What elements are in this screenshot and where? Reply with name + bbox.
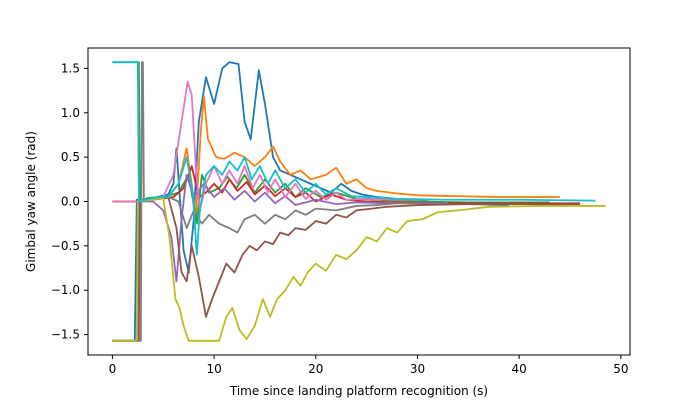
series-line-2 bbox=[112, 95, 560, 221]
y-tick-label: 1.0 bbox=[61, 106, 80, 120]
series-line-6 bbox=[112, 196, 581, 342]
x-tick-label: 40 bbox=[512, 362, 527, 376]
series-line-7 bbox=[112, 80, 428, 212]
x-tick-label: 10 bbox=[206, 362, 221, 376]
y-axis-label: Gimbal yaw angle (rad) bbox=[24, 131, 38, 272]
y-axis-ticks: −1.5 −1.0 −0.5 0.0 0.5 1.0 1.5 bbox=[51, 61, 88, 342]
y-tick-label: −0.5 bbox=[51, 239, 80, 253]
series-line-1 bbox=[112, 61, 510, 342]
series-layer bbox=[112, 61, 606, 342]
x-tick-label: 50 bbox=[613, 362, 628, 376]
x-tick-label: 0 bbox=[109, 362, 117, 376]
y-tick-label: 0.5 bbox=[61, 150, 80, 164]
x-tick-label: 30 bbox=[410, 362, 425, 376]
series-line-9 bbox=[112, 197, 606, 342]
x-tick-label: 20 bbox=[308, 362, 323, 376]
x-axis-label: Time since landing platform recognition … bbox=[229, 384, 488, 398]
series-line-10 bbox=[112, 61, 596, 256]
series-line-5 bbox=[112, 173, 448, 342]
y-tick-label: −1.0 bbox=[51, 283, 80, 297]
y-tick-label: 1.5 bbox=[61, 61, 80, 75]
y-tick-label: −1.5 bbox=[51, 328, 80, 342]
y-tick-label: 0.0 bbox=[61, 195, 80, 209]
x-axis-ticks: 0 10 20 30 40 50 bbox=[109, 355, 628, 376]
